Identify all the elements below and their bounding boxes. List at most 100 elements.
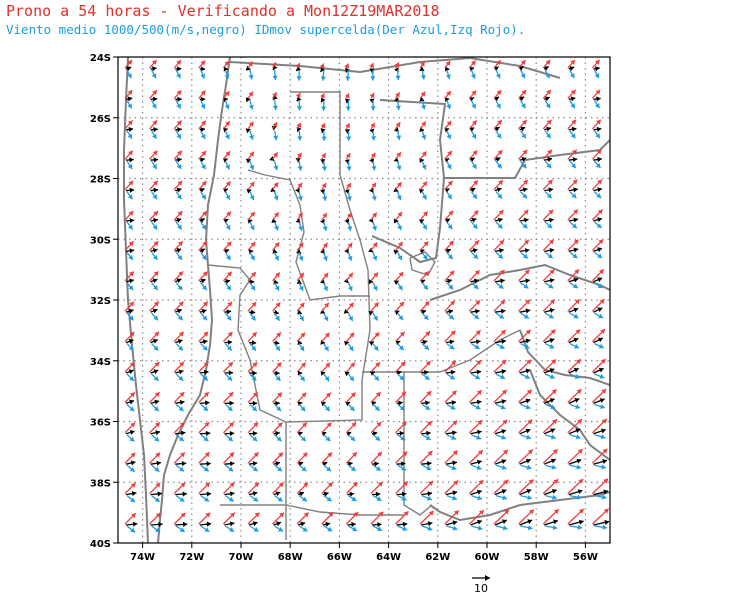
right-mover-arrow [323, 312, 329, 322]
right-mover-arrow [151, 191, 158, 200]
left-mover-arrow [567, 478, 584, 495]
mean-wind-arrow [320, 370, 326, 376]
mean-wind-arrow [544, 277, 555, 284]
graticule [118, 57, 610, 543]
left-mover-arrow [567, 388, 582, 403]
mean-wind-arrow [470, 429, 482, 435]
mean-wind-arrow [396, 461, 406, 467]
mean-wind-arrow [519, 428, 531, 435]
mean-wind-arrow [519, 156, 527, 162]
mean-wind-arrow [344, 340, 349, 346]
mean-wind-arrow [175, 461, 187, 467]
left-mover-arrow [518, 119, 528, 130]
mean-wind-arrow [199, 308, 207, 314]
left-mover-arrow [272, 452, 284, 464]
left-mover-arrow [419, 61, 426, 69]
mean-wind-arrow [369, 68, 375, 73]
mean-wind-arrow [175, 399, 185, 406]
left-mover-arrow [370, 361, 381, 373]
right-mover-arrow [372, 252, 378, 261]
right-mover-arrow [175, 403, 184, 412]
left-mover-arrow [518, 209, 529, 221]
right-mover-arrow [296, 69, 302, 81]
mean-wind-arrow [150, 66, 157, 72]
left-mover-arrow [296, 392, 307, 403]
left-mover-arrow [542, 508, 560, 525]
left-mover-arrow [149, 240, 159, 251]
mean-wind-arrow [494, 217, 503, 223]
left-mover-arrow [272, 212, 280, 221]
left-mover-arrow [149, 270, 159, 282]
mean-wind-arrow [519, 187, 528, 193]
buenos-aires-coast [529, 369, 610, 461]
right-mover-arrow [175, 525, 186, 533]
right-mover-arrow [421, 282, 429, 291]
left-mover-arrow [591, 388, 607, 403]
left-mover-arrow [247, 482, 260, 495]
mean-wind-arrow [519, 126, 526, 132]
right-mover-arrow [323, 373, 330, 382]
mean-wind-arrow [298, 521, 306, 527]
right-mover-arrow [569, 69, 575, 79]
mean-wind-arrow [199, 96, 206, 102]
mean-wind-arrow [445, 490, 458, 496]
left-mover-arrow [370, 451, 383, 464]
mean-wind-arrow [199, 278, 206, 284]
right-mover-arrow [126, 373, 135, 382]
right-mover-arrow [151, 221, 158, 230]
left-mover-arrow [370, 182, 377, 190]
right-mover-arrow [175, 221, 183, 230]
lat-tick-label: 40S [90, 539, 111, 550]
mean-wind-arrow [175, 491, 187, 497]
lon-tick-label: 58W [524, 552, 549, 563]
left-mover-arrow [247, 271, 257, 282]
mean-wind-arrow [494, 519, 508, 526]
mean-wind-arrow [519, 458, 531, 465]
right-mover-arrow [151, 312, 159, 321]
left-mover-arrow [370, 242, 378, 251]
left-mover-arrow [542, 478, 559, 495]
left-mover-arrow [493, 299, 506, 312]
right-mover-arrow [593, 100, 600, 109]
right-mover-arrow [347, 403, 355, 412]
right-mover-arrow [274, 403, 282, 412]
left-mover-arrow [124, 391, 136, 403]
left-mover-arrow [198, 60, 206, 69]
left-mover-arrow [222, 211, 232, 221]
left-mover-arrow [591, 89, 601, 99]
mean-wind-arrow [593, 126, 602, 132]
mean-wind-arrow [469, 127, 475, 132]
left-mover-arrow [271, 62, 277, 69]
left-mover-arrow [296, 362, 307, 373]
left-mover-arrow [493, 89, 502, 99]
mean-wind-arrow [494, 278, 505, 284]
mean-wind-arrow [371, 491, 381, 497]
left-mover-arrow [198, 240, 208, 251]
mean-wind-arrow [248, 370, 257, 376]
right-mover-arrow [495, 191, 503, 199]
mean-wind-arrow [248, 430, 258, 437]
left-mover-arrow [247, 61, 254, 69]
right-mover-arrow [225, 464, 234, 472]
left-mover-arrow [124, 422, 136, 434]
left-mover-arrow [321, 242, 329, 251]
mean-wind-arrow [421, 339, 428, 345]
left-mover-arrow [370, 511, 384, 525]
right-mover-arrow [569, 160, 577, 169]
right-mover-arrow [175, 464, 185, 472]
mean-wind-arrow [519, 368, 531, 374]
right-mover-arrow [151, 160, 158, 170]
lon-tick-label: 64W [376, 552, 401, 563]
left-mover-arrow [222, 421, 235, 434]
left-mover-arrow [444, 480, 459, 495]
right-mover-arrow [372, 403, 380, 412]
left-mover-arrow [567, 179, 578, 191]
left-mover-arrow [173, 59, 182, 69]
left-mover-arrow [444, 330, 456, 343]
right-mover-arrow [322, 191, 328, 201]
left-mover-arrow [124, 180, 134, 191]
left-mover-arrow [295, 92, 301, 99]
right-mover-arrow [224, 69, 230, 80]
left-mover-arrow [567, 59, 576, 69]
reference-arrow [472, 575, 490, 581]
